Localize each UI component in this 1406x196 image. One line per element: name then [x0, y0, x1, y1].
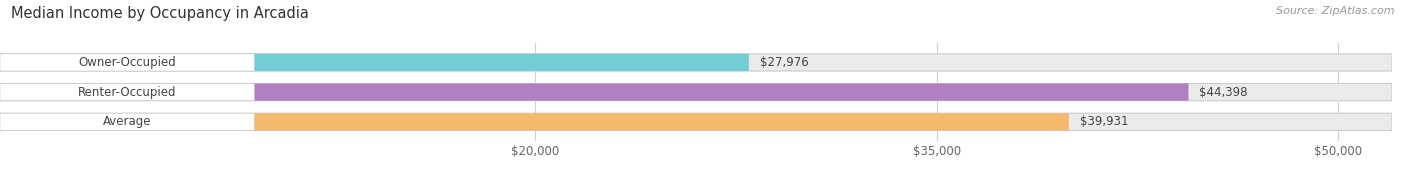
FancyBboxPatch shape [0, 113, 1392, 130]
Text: $44,398: $44,398 [1199, 86, 1247, 99]
Text: Average: Average [103, 115, 152, 128]
FancyBboxPatch shape [0, 113, 1069, 130]
Text: Source: ZipAtlas.com: Source: ZipAtlas.com [1277, 6, 1395, 16]
FancyBboxPatch shape [0, 54, 254, 71]
Text: Renter-Occupied: Renter-Occupied [77, 86, 176, 99]
FancyBboxPatch shape [0, 83, 254, 101]
Text: $39,931: $39,931 [1080, 115, 1128, 128]
Text: Owner-Occupied: Owner-Occupied [79, 56, 176, 69]
Text: Median Income by Occupancy in Arcadia: Median Income by Occupancy in Arcadia [11, 6, 309, 21]
FancyBboxPatch shape [0, 113, 254, 130]
Text: $27,976: $27,976 [759, 56, 808, 69]
FancyBboxPatch shape [0, 83, 1392, 101]
FancyBboxPatch shape [0, 54, 1392, 71]
FancyBboxPatch shape [0, 54, 749, 71]
FancyBboxPatch shape [0, 83, 1188, 101]
